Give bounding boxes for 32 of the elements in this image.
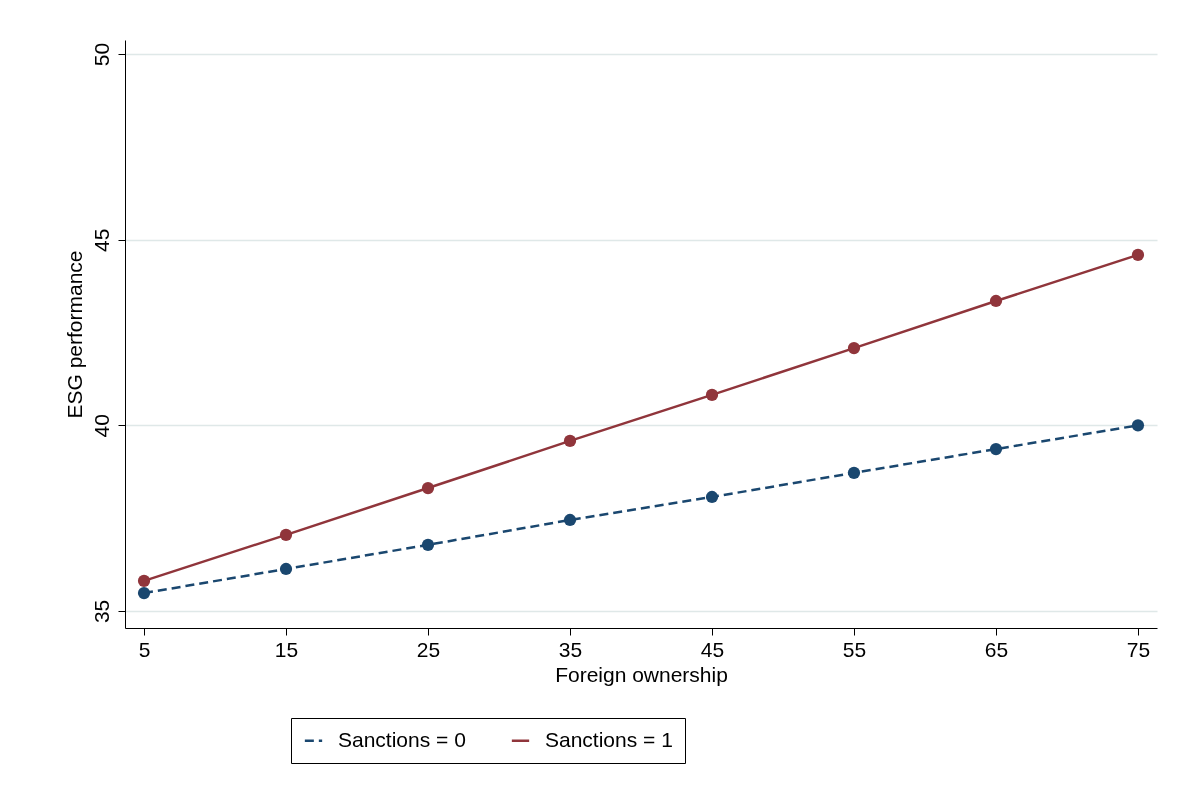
x-tick-label: 35 [558, 637, 583, 661]
point [847, 466, 861, 479]
point [563, 513, 577, 527]
point [989, 442, 1003, 456]
y-tick-label: 40 [89, 414, 113, 438]
x-tick-label: 75 [1126, 637, 1151, 661]
legend-label: Sanctions = 0 [338, 727, 466, 751]
x-tick-label: 45 [700, 637, 725, 661]
point [279, 562, 293, 576]
x-axis-title: Foreign ownership [555, 662, 728, 686]
point [563, 434, 577, 448]
point [421, 481, 435, 495]
x-tick-label: 25 [416, 637, 441, 661]
point [1131, 419, 1145, 432]
point [137, 586, 151, 600]
x-tick-label: 65 [984, 637, 1009, 661]
point [705, 490, 719, 504]
point [137, 574, 151, 587]
point [279, 528, 293, 541]
point [421, 538, 435, 551]
y-axis-title: ESG performance [62, 250, 86, 419]
y-tick-label: 35 [89, 599, 113, 624]
y-tick-label: 45 [89, 228, 113, 252]
point [705, 388, 719, 401]
legend-label: Sanctions = 1 [545, 727, 673, 751]
point [847, 341, 861, 355]
x-tick-label: 15 [274, 637, 299, 661]
x-tick-label: 55 [842, 637, 867, 661]
point [1131, 248, 1145, 262]
point [989, 294, 1003, 308]
y-tick-label: 50 [89, 42, 113, 67]
x-tick-label: 5 [138, 637, 151, 661]
